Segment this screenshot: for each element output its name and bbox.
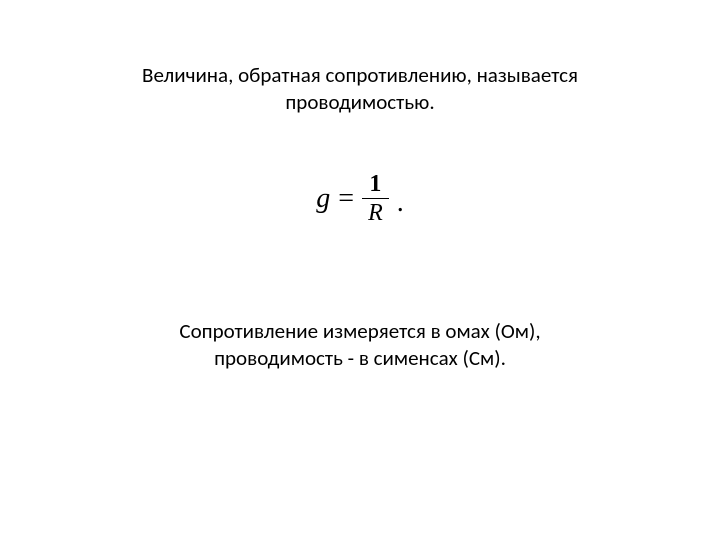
formula-period: . [397, 187, 404, 219]
units-paragraph: Сопротивление измеряется в омах (Ом), пр… [0, 318, 720, 373]
units-line-1: Сопротивление измеряется в омах (Ом), [179, 318, 540, 344]
definition-line-2: проводимостью. [285, 89, 434, 115]
fraction-numerator: 1 [363, 172, 387, 198]
conductance-formula: g = 1 R . [316, 172, 403, 225]
formula-fraction: 1 R [362, 172, 389, 225]
definition-line-1: Величина, обратная сопротивлению, называ… [142, 62, 578, 88]
units-line-2: проводимость - в сименсах (См). [214, 345, 506, 371]
formula-lhs: g [316, 183, 330, 215]
fraction-denominator: R [362, 199, 389, 225]
definition-paragraph: Величина, обратная сопротивлению, называ… [0, 62, 720, 117]
formula-block: g = 1 R . [0, 172, 720, 225]
formula-equals: = [338, 183, 354, 215]
